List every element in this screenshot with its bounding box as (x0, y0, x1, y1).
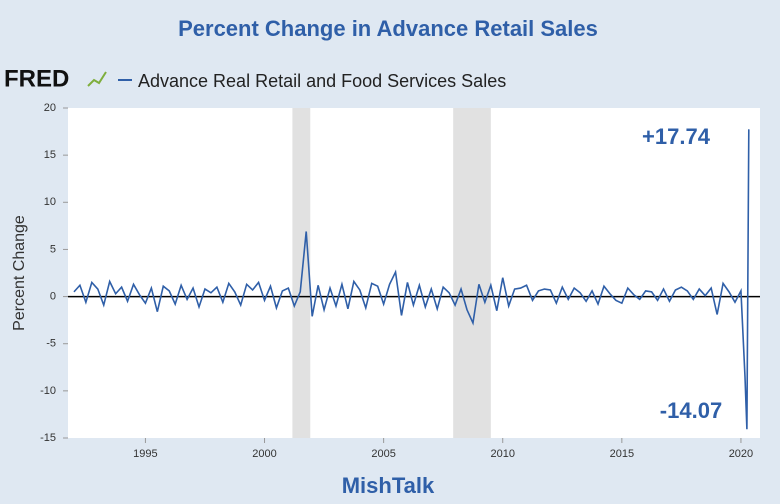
x-tick-label: 1995 (133, 448, 157, 460)
series-line (73, 129, 750, 430)
logo-icon (87, 71, 107, 87)
y-tick-label: -10 (40, 385, 56, 397)
y-tick-label: -5 (46, 338, 56, 350)
y-tick-label: 5 (50, 243, 56, 255)
x-tick-label: 2020 (729, 448, 753, 460)
y-tick-label: 20 (44, 102, 56, 114)
x-tick-label: 2005 (371, 448, 395, 460)
logo: FRED (4, 65, 69, 92)
y-tick-label: -15 (40, 432, 56, 444)
recession-band (453, 108, 491, 438)
annotation: -14.07 (660, 398, 722, 423)
y-tick-label: 10 (44, 196, 56, 208)
y-axis-label: Percent Change (11, 215, 28, 331)
legend-label: Advance Real Retail and Food Services Sa… (138, 71, 506, 91)
plot-area (68, 108, 760, 438)
y-tick-label: 0 (50, 290, 56, 302)
chart-title: Percent Change in Advance Retail Sales (178, 16, 598, 41)
footer: MishTalk (342, 473, 435, 498)
x-tick-label: 2010 (490, 448, 514, 460)
annotation: +17.74 (642, 124, 711, 149)
x-tick-label: 2015 (610, 448, 634, 460)
y-tick-label: 15 (44, 149, 56, 161)
x-tick-label: 2000 (252, 448, 276, 460)
